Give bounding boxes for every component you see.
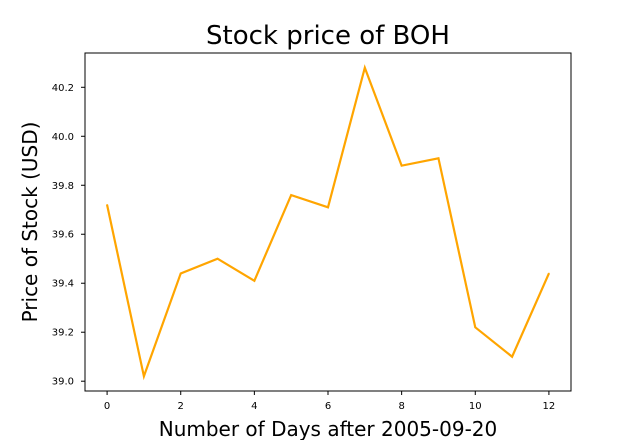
data-point xyxy=(364,66,366,69)
x-tick-label: 6 xyxy=(325,401,331,412)
data-point xyxy=(548,272,550,275)
x-tick-label: 10 xyxy=(469,401,482,412)
chart-title: Stock price of BOH xyxy=(206,21,450,51)
x-tick-label: 12 xyxy=(543,401,556,412)
data-point xyxy=(474,326,477,329)
y-tick-label: 39.6 xyxy=(52,230,74,241)
y-tick-label: 39.8 xyxy=(52,181,74,192)
y-tick-label: 39.4 xyxy=(52,279,74,290)
y-axis-label: Price of Stock (USD) xyxy=(18,122,42,323)
y-axis-ticks: 39.0 39.2 39.4 39.6 39.8 40.0 40.2 xyxy=(52,83,85,388)
data-point xyxy=(511,355,513,358)
data-point xyxy=(437,157,440,160)
x-tick-label: 0 xyxy=(104,401,110,412)
data-point xyxy=(106,204,108,206)
x-tick-label: 8 xyxy=(398,401,404,412)
data-point xyxy=(216,257,219,260)
y-tick-label: 40.2 xyxy=(52,83,74,94)
data-point xyxy=(253,279,256,282)
x-axis-ticks: 0 2 4 6 8 10 12 xyxy=(104,391,555,412)
y-tick-label: 39.0 xyxy=(52,377,74,388)
x-axis-label: Number of Days after 2005-09-20 xyxy=(159,417,498,440)
data-point xyxy=(400,164,403,167)
series-layer xyxy=(106,64,550,381)
x-tick-label: 2 xyxy=(178,401,184,412)
data-point xyxy=(143,375,145,378)
data-point xyxy=(290,194,292,196)
y-tick-label: 39.2 xyxy=(52,328,74,339)
x-tick-label: 4 xyxy=(251,401,257,412)
data-point xyxy=(179,272,182,275)
series-line xyxy=(106,64,550,381)
data-point xyxy=(327,206,329,209)
y-tick-label: 40.0 xyxy=(52,132,74,143)
